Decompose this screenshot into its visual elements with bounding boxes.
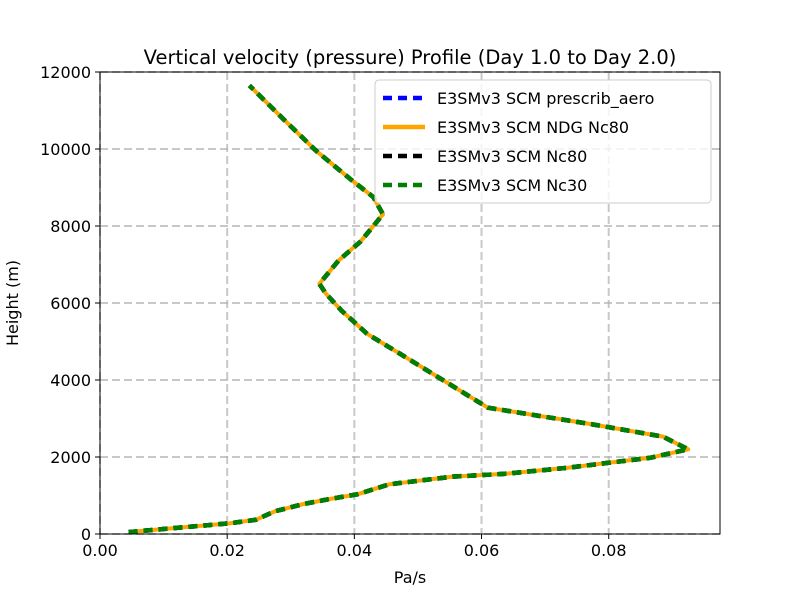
y-tick-label: 4000 — [50, 371, 91, 390]
series-line-4 — [128, 83, 691, 535]
x-tick-label: 0.06 — [464, 541, 500, 560]
x-tick-label: 0.00 — [82, 541, 118, 560]
legend-label-1: E3SMv3 SCM prescrib_aero — [437, 89, 654, 109]
y-tick-label: 2000 — [50, 448, 91, 467]
y-tick-label: 10000 — [40, 140, 91, 159]
x-tick-label: 0.04 — [337, 541, 373, 560]
legend-label-3: E3SMv3 SCM Nc80 — [437, 147, 587, 166]
x-axis-label: Pa/s — [394, 568, 426, 587]
y-tick-label: 12000 — [40, 63, 91, 82]
y-axis-label: Height (m) — [3, 260, 22, 346]
y-axis: 0 2000 4000 6000 8000 10000 12000 — [40, 63, 100, 544]
y-tick-label: 8000 — [50, 217, 91, 236]
legend-label-4: E3SMv3 SCM Nc30 — [437, 176, 587, 195]
y-tick-label: 6000 — [50, 294, 91, 313]
legend-label-2: E3SMv3 SCM NDG Nc80 — [437, 118, 629, 137]
x-tick-label: 0.02 — [209, 541, 245, 560]
chart-title: Vertical velocity (pressure) Profile (Da… — [144, 46, 677, 69]
x-axis: 0.00 0.02 0.04 0.06 0.08 — [82, 534, 627, 560]
series-lines — [128, 83, 691, 535]
y-tick-label: 0 — [81, 525, 91, 544]
x-tick-label: 0.08 — [591, 541, 627, 560]
legend-box — [374, 79, 712, 204]
legend: E3SMv3 SCM prescrib_aero E3SMv3 SCM NDG N… — [374, 79, 712, 204]
